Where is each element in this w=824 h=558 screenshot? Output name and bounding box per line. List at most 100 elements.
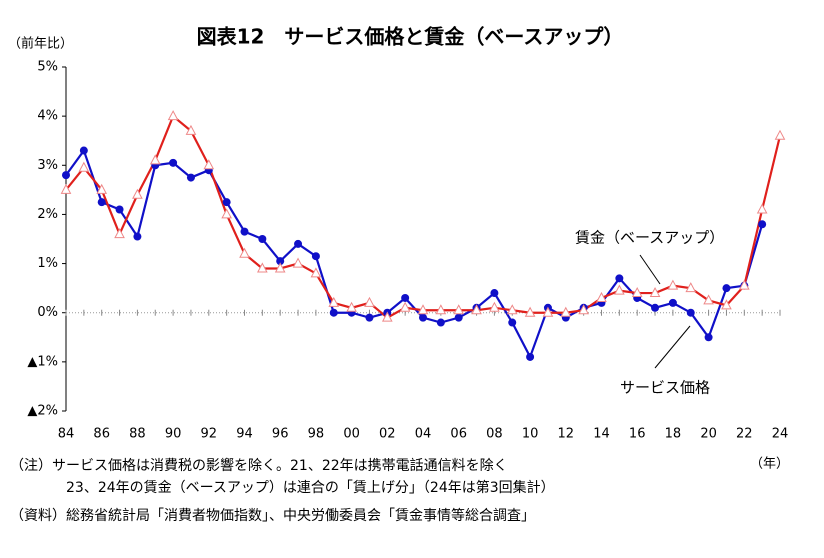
point [328, 296, 340, 307]
point [508, 318, 517, 327]
point [239, 247, 250, 258]
y-axis-label: （前年比） [8, 36, 73, 52]
x-tick-label: 10 [522, 427, 539, 442]
point [401, 293, 410, 302]
point [419, 313, 427, 322]
point [649, 286, 661, 298]
x-tick-label: 22 [736, 427, 753, 442]
point [471, 304, 482, 315]
point [722, 284, 731, 293]
series-label: 賃金（ベースアップ） [575, 229, 724, 247]
note: 23、24年の賃金（ベースアップ）は連合の「賃上げ分」（24年は第3回集計） [66, 479, 555, 496]
point [292, 257, 304, 268]
point [169, 158, 178, 167]
point [96, 183, 108, 194]
point [490, 289, 499, 298]
point [132, 188, 143, 199]
point [60, 183, 72, 194]
point [186, 173, 195, 182]
point [97, 198, 106, 207]
point [542, 306, 554, 317]
point [774, 129, 786, 140]
leader-line [639, 254, 661, 285]
point [651, 303, 660, 312]
point [560, 306, 572, 317]
point [489, 301, 500, 312]
x-tick-label: 04 [415, 427, 432, 442]
chart-title: 図表12 サービス価格と賃金（ベースアップ） [197, 25, 624, 49]
point [276, 257, 285, 266]
point [346, 301, 357, 312]
note: （注）サービス価格は消費税の影響を除く。21、22年は携帯電話通信料を除く [10, 457, 508, 474]
point [668, 298, 677, 307]
point [167, 110, 179, 121]
point [62, 171, 70, 180]
point [703, 294, 714, 305]
x-tick-label: 02 [379, 427, 396, 442]
x-tick-label: 24 [772, 427, 789, 442]
point [596, 291, 607, 302]
point [526, 352, 535, 361]
point [614, 284, 625, 295]
x-axis-label: （年） [750, 457, 789, 472]
point [399, 301, 411, 312]
x-tick-label: 06 [450, 427, 467, 442]
point [417, 304, 429, 315]
point [258, 235, 267, 243]
point [381, 311, 393, 322]
x-tick-label: 16 [629, 427, 646, 442]
y-tick-label: 2% [37, 207, 58, 222]
x-tick-label: 90 [165, 427, 182, 442]
point [329, 308, 338, 317]
point [578, 304, 589, 315]
point [506, 304, 518, 315]
point [133, 232, 142, 241]
x-tick-label: 92 [201, 427, 218, 442]
point [686, 308, 695, 317]
y-tick-label: 4% [37, 109, 58, 124]
point [685, 282, 697, 293]
point [294, 239, 303, 248]
point [222, 198, 231, 207]
point [704, 333, 713, 342]
x-tick-label: 96 [272, 427, 289, 442]
point [365, 313, 374, 322]
point [221, 208, 232, 219]
x-tick-label: 18 [665, 427, 682, 442]
point [240, 227, 249, 236]
y-tick-label: 1% [37, 256, 58, 271]
y-tick-label: ▲2% [27, 404, 58, 419]
note: （資料）総務省統計局「消費者物価指数」、中央労働委員会「賃金事情等総合調査」 [10, 507, 535, 524]
series-label: サービス価格 [620, 379, 710, 397]
point [364, 296, 375, 307]
y-tick-label: 0% [37, 305, 58, 320]
x-tick-label: 12 [558, 427, 575, 442]
point [149, 154, 161, 165]
point [79, 146, 88, 155]
series-line [65, 148, 764, 360]
point [274, 262, 286, 273]
point [756, 203, 768, 214]
point [436, 318, 445, 327]
point [453, 304, 465, 315]
point [310, 267, 322, 278]
x-tick-label: 08 [486, 427, 503, 442]
x-tick-label: 84 [58, 427, 75, 442]
x-tick-label: 98 [308, 427, 325, 442]
point [257, 262, 268, 273]
point [524, 306, 536, 317]
y-tick-label: 5% [37, 60, 58, 75]
point [114, 228, 125, 239]
point [454, 313, 463, 322]
point [115, 205, 124, 214]
y-tick-label: 3% [37, 158, 58, 173]
x-tick-label: 94 [236, 427, 253, 442]
x-tick-label: 00 [343, 427, 360, 442]
x-tick-label: 88 [129, 427, 146, 442]
point [311, 252, 320, 261]
leader-line [654, 325, 691, 369]
point [667, 279, 679, 290]
point [435, 304, 447, 315]
x-tick-label: 20 [700, 427, 717, 442]
